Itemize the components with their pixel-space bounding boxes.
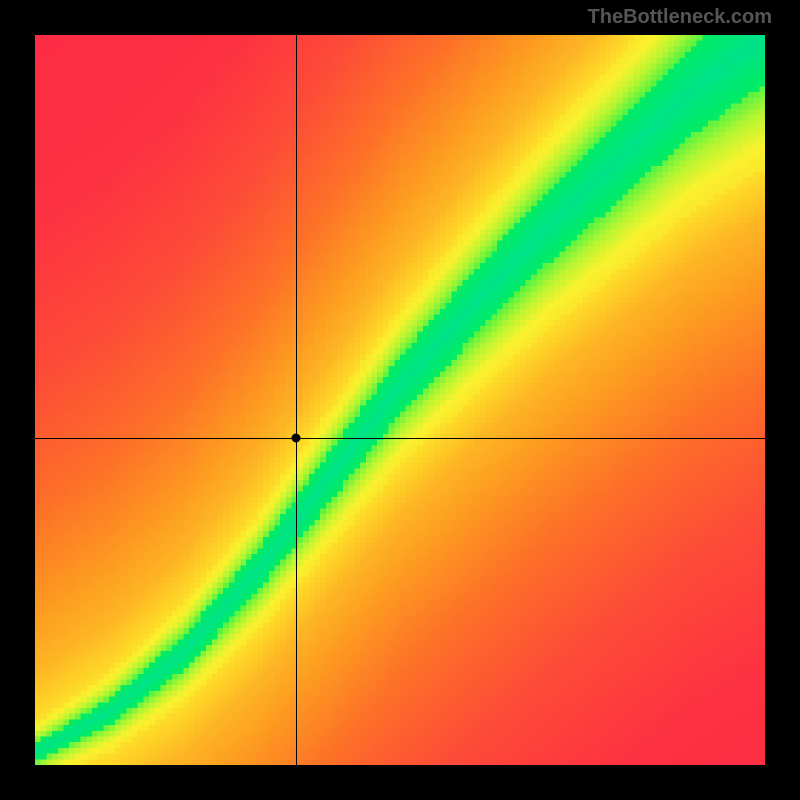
crosshair-vertical [296,35,297,765]
heatmap-chart [35,35,765,765]
watermark-text: TheBottleneck.com [588,6,772,29]
crosshair-horizontal [35,438,765,439]
marker-dot [292,433,301,442]
chart-container: TheBottleneck.com [0,0,800,800]
heatmap-canvas [35,35,765,765]
